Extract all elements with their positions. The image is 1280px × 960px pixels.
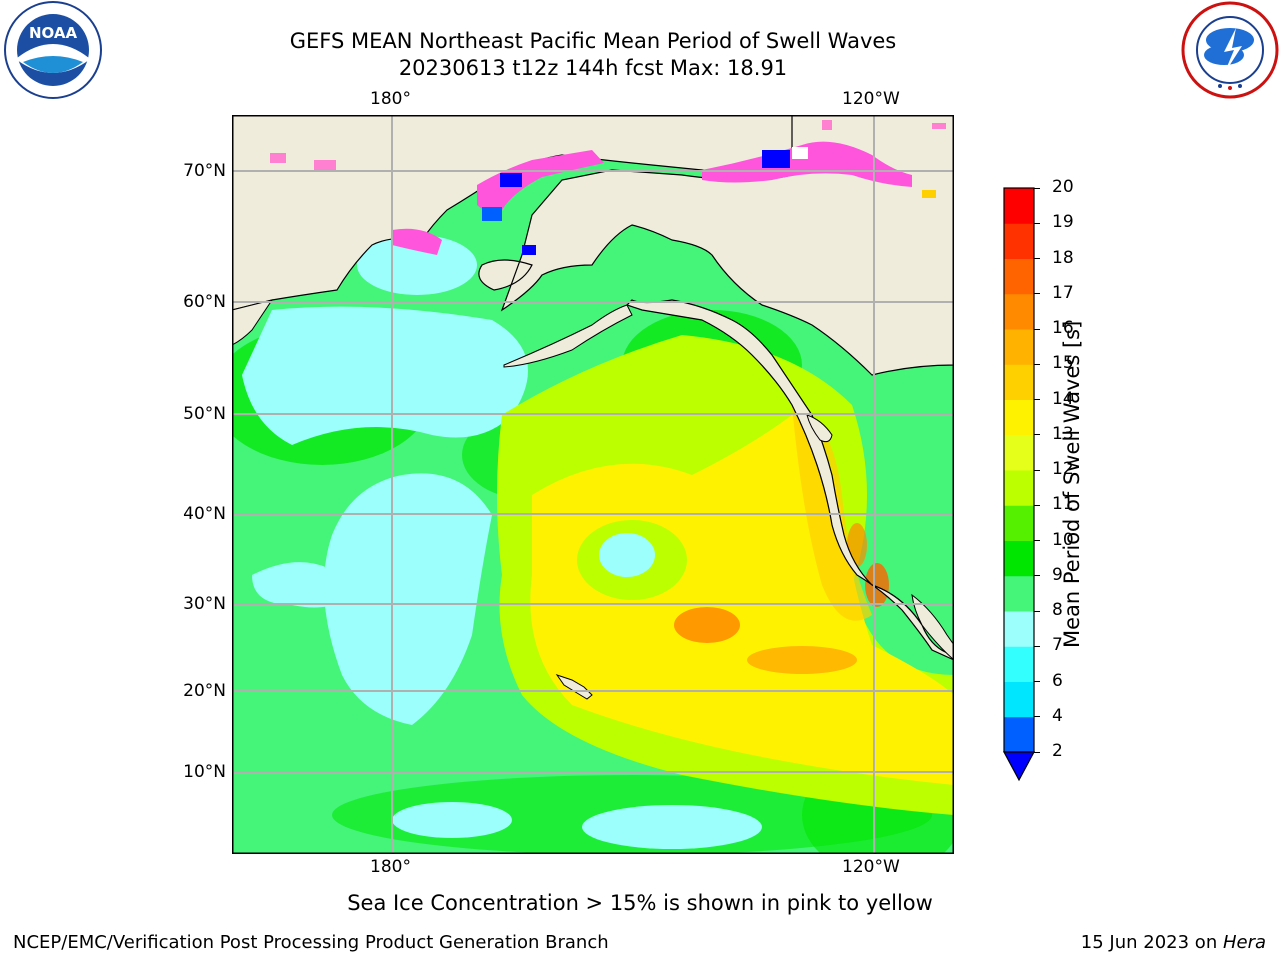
colorbar-segment [1004, 681, 1034, 718]
colorbar-segment [1004, 505, 1034, 541]
field-cyan-west [242, 306, 528, 445]
lon-label-top-180: 180° [370, 89, 411, 109]
field-orange-3 [865, 563, 889, 607]
footer-credit: NCEP/EMC/Verification Post Processing Pr… [13, 932, 609, 953]
colorbar-segment [1004, 329, 1034, 365]
colorbar-tick-label: 9 [1052, 564, 1063, 585]
colorbar-tick-mark [1034, 328, 1040, 330]
lat-label-50n: 50°N [183, 404, 226, 424]
colorbar-tick-label: 12 [1052, 459, 1074, 479]
field-cyan-central [324, 473, 492, 725]
colorbar-tick-label: 2 [1052, 741, 1063, 761]
lat-label-70n: 70°N [183, 161, 226, 181]
colorbar-tick-mark [1034, 222, 1040, 224]
footer-date: 15 Jun 2023 on Hera [1081, 932, 1266, 953]
colorbar-segment [1004, 646, 1034, 682]
field-orange-2 [747, 646, 857, 674]
sea-ice-note: Sea Ice Concentration > 15% is shown in … [347, 891, 933, 915]
colorbar-tick-mark [1034, 610, 1040, 612]
colorbar-tick-label: 4 [1052, 705, 1063, 726]
colorbar-tick-label: 19 [1052, 212, 1074, 233]
land-alaska [478, 115, 954, 376]
lat-label-40n: 40°N [183, 504, 226, 524]
colorbar-tick-mark [1034, 751, 1040, 753]
colorbar-tick-label: 14 [1052, 388, 1074, 409]
colorbar-segment [1004, 364, 1034, 400]
colorbar-tick-mark [1034, 363, 1040, 365]
lat-label-60n: 60°N [183, 292, 226, 312]
colorbar-tick-mark [1034, 469, 1040, 471]
colorbar-tick-mark [1034, 681, 1040, 682]
colorbar-tick-mark [1034, 575, 1040, 577]
land-alaska-peninsula [503, 304, 633, 368]
lon-label-bottom-180: 180° [370, 857, 411, 877]
colorbar-tick-label: 20 [1052, 177, 1074, 197]
field-cyan-south [582, 805, 762, 849]
chart-title: GEFS MEAN Northeast Pacific Mean Period … [289, 29, 897, 53]
colorbar-tick-label: 7 [1052, 635, 1063, 656]
colorbar-tick-label: 11 [1052, 494, 1074, 515]
colorbar-tick-label: 16 [1052, 318, 1074, 338]
lon-label-bottom-120w: 120°W [842, 857, 900, 877]
colorbar-tick-label: 6 [1052, 670, 1063, 691]
colorbar-tick-mark [1034, 434, 1040, 436]
footer-machine: Hera [1222, 932, 1266, 953]
sea-ice-layer [270, 120, 946, 255]
colorbar-extend-triangle [1002, 751, 1036, 782]
field-orange-1 [674, 607, 740, 643]
colorbar-tick-label: 13 [1052, 423, 1074, 444]
colorbar-segment [1004, 540, 1034, 577]
colorbar-segment [1004, 434, 1034, 471]
colorbar-tick-label: 10 [1052, 529, 1074, 550]
noaa-logo-icon: NOAA [4, 1, 102, 99]
field-cyan-south2 [392, 802, 512, 838]
land-kamchatka [232, 299, 274, 346]
nws-logo-icon [1181, 1, 1279, 99]
field-cyan-gap [599, 533, 655, 577]
field-cyan-bering [357, 235, 477, 295]
colorbar-segment [1004, 293, 1034, 330]
colorbar-segment [1004, 399, 1034, 436]
colorbar-tick-mark [1034, 716, 1040, 718]
land-vancouver-island [806, 414, 833, 443]
lat-label-10n: 10°N [183, 762, 226, 782]
swell-period-map [232, 115, 954, 854]
colorbar-segment [1004, 716, 1034, 753]
colorbar-segment [1004, 258, 1034, 295]
lat-label-20n: 20°N [183, 681, 226, 701]
colorbar-tick-label: 15 [1052, 353, 1074, 374]
colorbar-tick-mark [1034, 293, 1040, 295]
noaa-logo-text: NOAA [29, 24, 78, 42]
colorbar-tick-mark [1034, 540, 1040, 541]
lon-label-top-120w: 120°W [842, 89, 900, 109]
colorbar-segment [1004, 611, 1034, 647]
colorbar-segment [1004, 575, 1034, 612]
colorbar-segment [1004, 188, 1034, 224]
colorbar-segment [1004, 470, 1034, 506]
colorbar-tick-mark [1034, 258, 1040, 259]
colorbar-segment [1004, 223, 1034, 259]
colorbar-tick-mark [1034, 645, 1040, 647]
colorbar-tick-label: 17 [1052, 282, 1074, 303]
field-yellow-1 [530, 415, 954, 785]
field-cyan-southwest [252, 562, 352, 608]
colorbar-label: Mean Period of Swell Waves [s] [1060, 320, 1084, 648]
colorbar-tick-label: 8 [1052, 600, 1063, 620]
colorbar [1002, 187, 1036, 782]
footer-date-text: 15 Jun 2023 on [1080, 932, 1223, 953]
land-baja [911, 593, 954, 661]
lat-label-30n: 30°N [183, 594, 226, 614]
land-hawaii [555, 674, 593, 700]
colorbar-tick-mark [1034, 187, 1040, 189]
colorbar-tick-label: 18 [1052, 247, 1074, 268]
graticule [232, 115, 954, 854]
chart-subtitle: 20230613 t12z 144h fcst Max: 18.91 [398, 56, 788, 80]
colorbar-tick-mark [1034, 399, 1040, 400]
colorbar-tick-mark [1034, 504, 1040, 506]
